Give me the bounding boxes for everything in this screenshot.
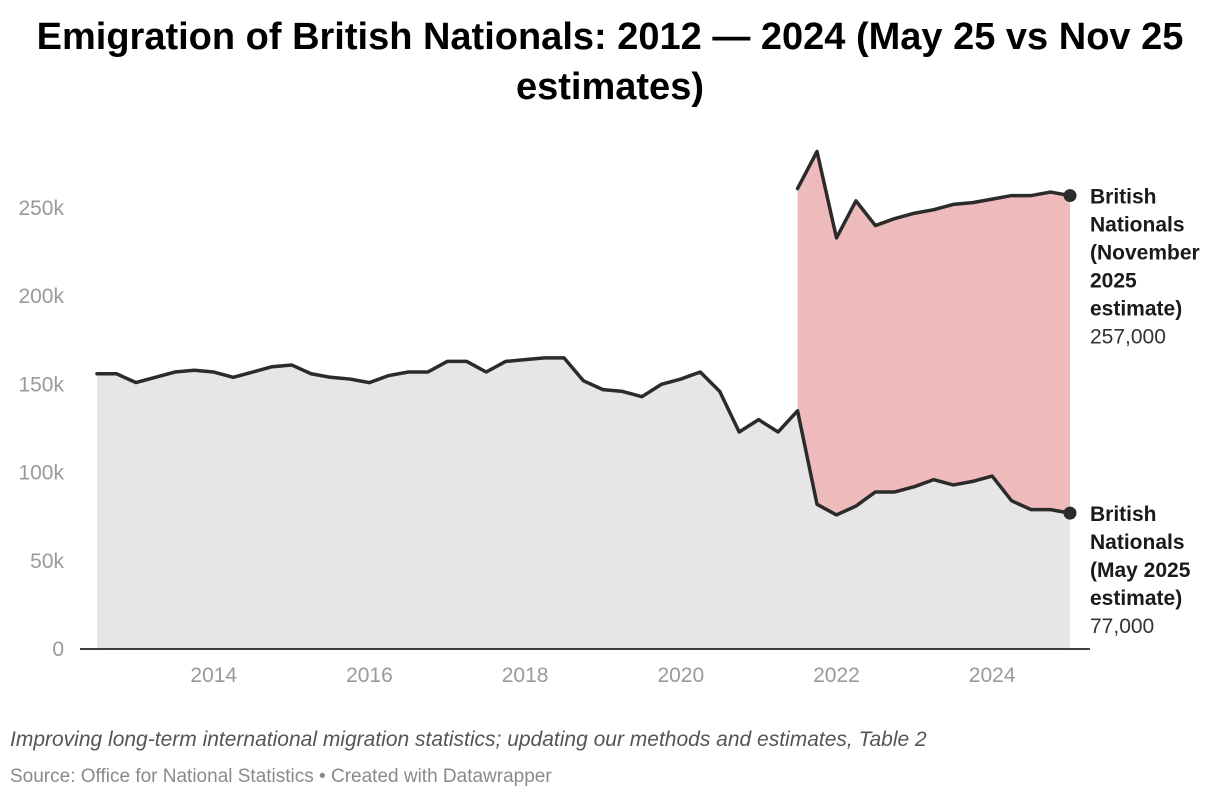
- y-tick-label: 200k: [18, 285, 64, 308]
- y-tick-label: 150k: [18, 373, 64, 396]
- chart-source: Source: Office for National Statistics •…: [10, 766, 552, 787]
- series-line-may-2025: [95, 356, 1072, 517]
- series-label-may-2025: (May 2025: [1090, 559, 1191, 582]
- end-marker-november-2025: [1063, 189, 1077, 203]
- series-label-may-2025: British: [1090, 503, 1157, 526]
- series-label-november-2025: Nationals: [1090, 214, 1185, 237]
- series-label-november-2025: 2025: [1090, 270, 1137, 293]
- area-base: [97, 357, 1070, 649]
- series-label-november-2025: estimate): [1090, 298, 1182, 321]
- series-label-november-2025: British: [1090, 186, 1157, 209]
- y-tick-label: 100k: [18, 462, 64, 485]
- series-value-may-2025: 77,000: [1090, 615, 1154, 638]
- y-tick-label: 0: [52, 638, 64, 661]
- y-axis: 0 50k 100k 150k 200k 250k: [18, 197, 64, 661]
- x-axis: 2014 2016 2018 2020 2022 2024: [190, 664, 1015, 687]
- x-tick-label: 2018: [502, 664, 549, 687]
- x-tick-label: 2022: [813, 664, 860, 687]
- end-marker-may-2025: [1063, 506, 1077, 520]
- series-label-may-2025: estimate): [1090, 587, 1182, 610]
- chart-title: Emigration of British Nationals: 2012 — …: [36, 16, 1184, 108]
- x-tick-label: 2016: [346, 664, 393, 687]
- series-label-may-2025: Nationals: [1090, 531, 1185, 554]
- series-end-markers: [1063, 189, 1077, 520]
- series-lines: [95, 149, 1072, 517]
- y-tick-label: 250k: [18, 197, 64, 220]
- series-labels: British Nationals (November 2025 estimate) 25…: [1090, 186, 1200, 639]
- series-label-november-2025: (November: [1090, 242, 1200, 265]
- x-tick-label: 2020: [657, 664, 704, 687]
- series-value-november-2025: 257,000: [1090, 326, 1166, 349]
- chart-description: Improving long-term international migrat…: [10, 728, 927, 751]
- y-tick-label: 50k: [30, 550, 64, 573]
- x-tick-label: 2024: [969, 664, 1016, 687]
- x-tick-label: 2014: [190, 664, 237, 687]
- series-line-november-2025: [795, 149, 1072, 240]
- area-difference: [797, 151, 1070, 515]
